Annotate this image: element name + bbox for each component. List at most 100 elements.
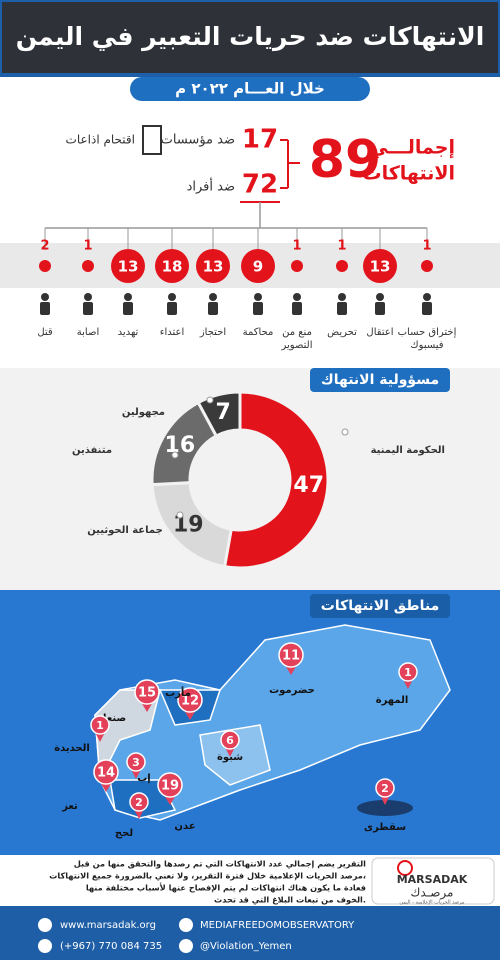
icon bbox=[38, 918, 52, 932]
contact-bar bbox=[0, 906, 500, 960]
map-socotra bbox=[357, 800, 413, 816]
category-value: 13 bbox=[118, 258, 139, 276]
region-name: عدن bbox=[174, 821, 195, 832]
category-value: 13 bbox=[203, 258, 224, 276]
individuals-value: 72 bbox=[242, 170, 278, 200]
footer-note: فعادة ما يكون هناك انتهاكات لم يتم الإفص… bbox=[86, 883, 366, 894]
pin-value: 1 bbox=[404, 666, 412, 679]
segment-value: 16 bbox=[165, 433, 196, 458]
category-label: محاكمة bbox=[243, 327, 274, 338]
icon-body bbox=[83, 302, 93, 315]
pin bbox=[177, 687, 203, 713]
region-name: شبوة bbox=[217, 752, 243, 763]
icon bbox=[38, 939, 52, 953]
leader-dot bbox=[176, 511, 184, 519]
icon-head bbox=[254, 293, 262, 301]
category-label: احتجاز bbox=[199, 327, 226, 338]
pin-value: 2 bbox=[381, 782, 389, 795]
category-label: التصوير bbox=[281, 340, 313, 351]
responsibility-title: مسؤولية الانتهاك bbox=[321, 372, 439, 388]
category-label: تهديد bbox=[118, 327, 139, 338]
contact-web: www.marsadak.org bbox=[60, 920, 156, 931]
bracket bbox=[280, 139, 300, 189]
category-value: 13 bbox=[370, 258, 391, 276]
pin bbox=[278, 642, 304, 668]
icon-body bbox=[422, 302, 432, 315]
pin bbox=[398, 662, 418, 682]
icon-body bbox=[123, 302, 133, 315]
icon-head bbox=[84, 293, 92, 301]
map-shabwa bbox=[199, 724, 271, 786]
category-label: اعتقال bbox=[366, 327, 393, 338]
region-name: تعز bbox=[61, 801, 78, 812]
category-bubble bbox=[196, 249, 230, 283]
category-label: اصابة bbox=[77, 327, 99, 338]
icon-body bbox=[40, 302, 50, 315]
icon-head bbox=[209, 293, 217, 301]
category-dot bbox=[336, 260, 348, 272]
pin-value: 15 bbox=[138, 686, 156, 701]
pin bbox=[134, 679, 160, 705]
total-label: الانتهاكات bbox=[362, 163, 455, 185]
tree bbox=[45, 202, 427, 229]
category-dot bbox=[39, 260, 51, 272]
pin bbox=[129, 792, 149, 812]
category-label: فيسبوك bbox=[410, 340, 443, 351]
header-border bbox=[0, 0, 500, 77]
region-name: لحج bbox=[115, 828, 133, 839]
segment-value: 47 bbox=[293, 473, 324, 498]
pin bbox=[90, 715, 110, 735]
region-name: إب bbox=[137, 773, 150, 784]
region-name: المهرة bbox=[376, 695, 409, 706]
icon-head bbox=[423, 293, 431, 301]
total-value: 89 bbox=[309, 130, 381, 190]
pin bbox=[93, 759, 119, 785]
contact-twitter: @Violation_Yemen bbox=[200, 941, 292, 952]
subtitle-pill bbox=[130, 77, 370, 101]
category-label: قتل bbox=[37, 327, 53, 338]
header-bg bbox=[0, 0, 500, 75]
footer-note: التقرير يضم إجمالي عدد الانتهاكات التي ت… bbox=[74, 859, 366, 870]
region-name: الحديدة bbox=[54, 743, 90, 754]
individuals-label: ضد أفراد bbox=[187, 178, 235, 195]
icon-head bbox=[376, 293, 384, 301]
leader-dot bbox=[341, 428, 349, 436]
footer-note: مرصد الحريات الإعلامية خلال فترة التقرير… bbox=[49, 871, 366, 882]
institutions-note: اقتحام اذاعات bbox=[66, 133, 135, 147]
icon bbox=[179, 939, 193, 953]
institutions-value: 17 bbox=[242, 125, 278, 155]
icon-head bbox=[293, 293, 301, 301]
icon-body bbox=[167, 302, 177, 315]
responsibility-pill bbox=[310, 368, 450, 392]
category-value: 18 bbox=[162, 258, 183, 276]
pin-value: 19 bbox=[161, 779, 179, 794]
region-name: صنعاء bbox=[98, 713, 126, 724]
segment-name: جماعة الحوثيين bbox=[87, 525, 163, 536]
icon-body bbox=[337, 302, 347, 315]
icon-body bbox=[208, 302, 218, 315]
contact-facebook: MEDIAFREEDOMOBSERVATORY bbox=[200, 920, 355, 931]
segment-name: مجهولين bbox=[122, 407, 165, 418]
category-value: 1 bbox=[337, 239, 346, 254]
pin-value: 11 bbox=[282, 649, 300, 664]
category-label: إختراق حساب bbox=[398, 327, 457, 338]
category-value: 2 bbox=[40, 239, 49, 254]
regions-title: مناطق الانتهاكات bbox=[321, 598, 439, 614]
institutions-label: ضد مؤسسات bbox=[161, 133, 235, 148]
pin-value: 2 bbox=[135, 796, 143, 809]
icon-head bbox=[124, 293, 132, 301]
segment-value: 7 bbox=[215, 400, 230, 425]
logo-box bbox=[371, 857, 495, 905]
subtitle: خلال العـــام ٢٠٢٢ م bbox=[175, 80, 325, 98]
pin-value: 14 bbox=[97, 766, 115, 781]
footer-note: الخوف من تبعات البلاغ التي قد تحدث. bbox=[214, 895, 366, 906]
logo-sub-ar: مرصد الحريات الإعلامية - اليمن bbox=[399, 900, 465, 906]
icon-body bbox=[375, 302, 385, 315]
category-dot bbox=[291, 260, 303, 272]
category-bubble bbox=[111, 249, 145, 283]
pin-value: 12 bbox=[181, 694, 199, 709]
pin bbox=[375, 778, 395, 798]
category-value: 9 bbox=[253, 258, 263, 276]
